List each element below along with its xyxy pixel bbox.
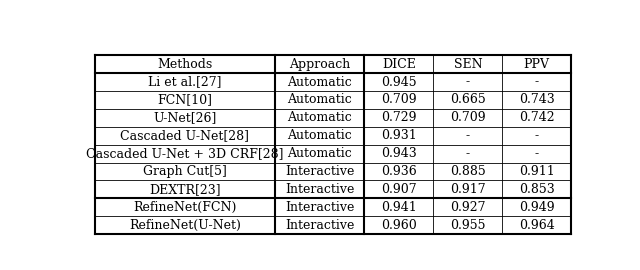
Text: Interactive: Interactive <box>285 219 355 232</box>
Text: Li et al.[27]: Li et al.[27] <box>148 76 221 89</box>
Text: 0.911: 0.911 <box>519 165 555 178</box>
Text: FCN[10]: FCN[10] <box>157 93 212 106</box>
Text: 0.907: 0.907 <box>381 183 417 196</box>
Text: -: - <box>534 129 539 142</box>
Text: SEN: SEN <box>454 58 483 71</box>
Text: -: - <box>534 76 539 89</box>
Text: 0.931: 0.931 <box>381 129 417 142</box>
Text: 0.709: 0.709 <box>450 111 486 124</box>
Text: PPV: PPV <box>524 58 550 71</box>
Text: Automatic: Automatic <box>287 129 352 142</box>
Text: Approach: Approach <box>289 58 350 71</box>
Text: 0.917: 0.917 <box>450 183 486 196</box>
Text: 0.955: 0.955 <box>450 219 486 232</box>
Text: Interactive: Interactive <box>285 183 355 196</box>
Text: 0.960: 0.960 <box>381 219 417 232</box>
Text: RefineNet(FCN): RefineNet(FCN) <box>133 201 237 214</box>
Text: Interactive: Interactive <box>285 201 355 214</box>
Text: 0.853: 0.853 <box>519 183 555 196</box>
Text: Graph Cut[5]: Graph Cut[5] <box>143 165 227 178</box>
Text: 0.743: 0.743 <box>519 93 555 106</box>
Text: 0.729: 0.729 <box>381 111 417 124</box>
Text: 0.964: 0.964 <box>519 219 555 232</box>
Text: DICE: DICE <box>382 58 416 71</box>
Text: Interactive: Interactive <box>285 165 355 178</box>
Text: Automatic: Automatic <box>287 111 352 124</box>
Text: 0.949: 0.949 <box>519 201 555 214</box>
Text: 0.927: 0.927 <box>450 201 486 214</box>
Text: -: - <box>466 76 470 89</box>
Text: 0.885: 0.885 <box>450 165 486 178</box>
Text: -: - <box>534 147 539 160</box>
Text: 0.742: 0.742 <box>519 111 555 124</box>
Text: Automatic: Automatic <box>287 147 352 160</box>
Text: -: - <box>466 129 470 142</box>
Text: DEXTR[23]: DEXTR[23] <box>149 183 221 196</box>
Text: Methods: Methods <box>157 58 212 71</box>
Text: RefineNet(U-Net): RefineNet(U-Net) <box>129 219 241 232</box>
Text: 0.943: 0.943 <box>381 147 417 160</box>
Text: U-Net[26]: U-Net[26] <box>153 111 216 124</box>
Text: 0.945: 0.945 <box>381 76 417 89</box>
Text: Cascaded U-Net + 3D CRF[28]: Cascaded U-Net + 3D CRF[28] <box>86 147 284 160</box>
Text: 0.936: 0.936 <box>381 165 417 178</box>
Text: Automatic: Automatic <box>287 93 352 106</box>
Text: Automatic: Automatic <box>287 76 352 89</box>
Text: 0.709: 0.709 <box>381 93 417 106</box>
Text: 0.665: 0.665 <box>450 93 486 106</box>
Text: Cascaded U-Net[28]: Cascaded U-Net[28] <box>120 129 250 142</box>
Text: 0.941: 0.941 <box>381 201 417 214</box>
Text: -: - <box>466 147 470 160</box>
